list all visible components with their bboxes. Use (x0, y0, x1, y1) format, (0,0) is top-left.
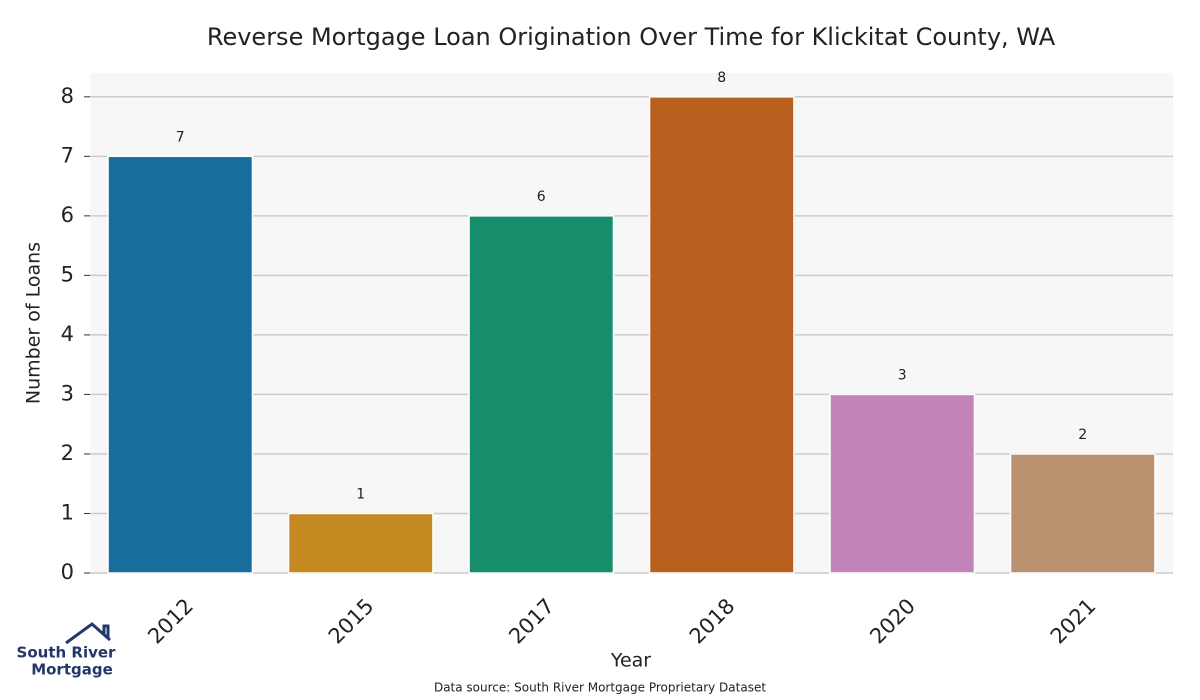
x-tick-label: 2020 (865, 594, 920, 649)
x-tick-label: 2018 (685, 594, 740, 649)
logo: South River Mortgage (17, 622, 117, 679)
x-axis-label: Year (610, 650, 651, 672)
y-tick-label: 3 (61, 381, 74, 405)
x-tick-label: 2017 (504, 594, 559, 649)
data-label: 7 (176, 129, 185, 145)
x-tick-label: 2021 (1046, 594, 1101, 649)
bar (1009, 453, 1156, 574)
y-tick-label: 0 (61, 560, 74, 584)
data-label: 2 (1078, 427, 1087, 443)
logo-roof (65, 622, 111, 645)
y-tick-label: 1 (61, 500, 74, 524)
source-note: Data source: South River Mortgage Propri… (434, 681, 766, 695)
y-tick-label: 4 (61, 322, 74, 346)
bar (107, 155, 254, 574)
y-axis-label: Number of Loans (23, 242, 45, 404)
data-label: 8 (717, 70, 726, 86)
data-label: 1 (356, 486, 365, 502)
data-label: 6 (537, 189, 546, 205)
y-tick-label: 6 (61, 203, 74, 227)
bar (287, 512, 434, 574)
logo-text: Mortgage (31, 661, 113, 679)
chart-title: Reverse Mortgage Loan Origination Over T… (207, 23, 1056, 51)
x-tick-label: 2012 (143, 594, 198, 649)
y-tick-label: 5 (61, 262, 74, 286)
x-tick-label: 2015 (324, 594, 379, 649)
y-tick-label: 8 (61, 84, 74, 108)
y-tick-label: 7 (61, 143, 74, 167)
bar (468, 215, 615, 574)
bar (648, 96, 795, 574)
logo-text: South River (17, 644, 117, 662)
bar (829, 393, 976, 574)
data-label: 3 (898, 367, 907, 383)
y-tick-label: 2 (61, 441, 74, 465)
